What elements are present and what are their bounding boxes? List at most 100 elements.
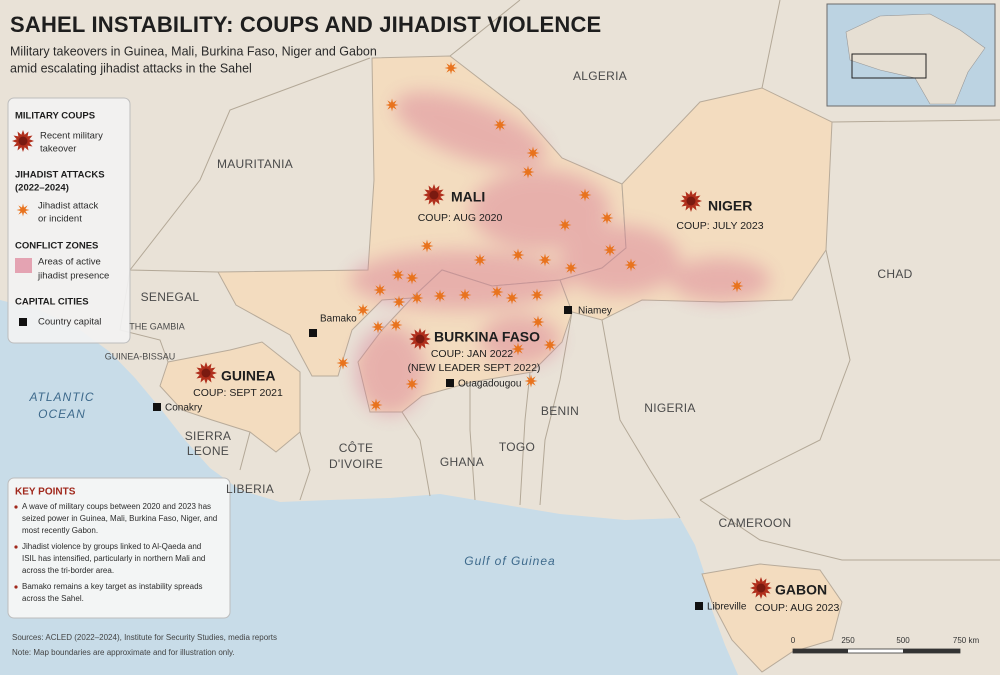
capital-marker (446, 379, 454, 387)
coup-marker-core (756, 583, 766, 593)
scale-bar (792, 648, 961, 654)
attack-marker (538, 253, 552, 267)
subtitle: amid escalating jihadist attacks in the … (10, 61, 252, 75)
conflict-zone (480, 315, 560, 365)
capital-label: Bamako (320, 314, 357, 325)
border (519, 311, 573, 506)
attack-marker (473, 253, 487, 267)
key-point-text: Jihadist violence by groups linked to Al… (22, 542, 201, 551)
attack-marker (369, 398, 383, 412)
scale-bar-segment (793, 649, 848, 653)
coup-date: COUP: JULY 2023 (676, 220, 763, 232)
attack-marker (558, 218, 572, 232)
gabon-shape (701, 563, 843, 673)
key-points-title: KEY POINTS (15, 487, 76, 498)
legend-title: (2022–2024) (15, 183, 69, 194)
country-label: NIGERIA (644, 401, 695, 415)
legend-title: JIHADIST ATTACKS (15, 170, 105, 181)
country-label: CÔTE (339, 440, 374, 455)
capital-marker (153, 403, 161, 411)
scale-label: 750 km (953, 636, 980, 645)
scale-bar-segment (903, 649, 960, 653)
conflict-zone (560, 225, 680, 295)
capital-label: Ouagadougou (458, 379, 521, 390)
bullet (14, 585, 18, 589)
attack-marker (521, 165, 535, 179)
coup-country-name: BURKINA FASO (434, 329, 540, 345)
legend-label: takeover (40, 144, 76, 155)
attack-marker (385, 98, 399, 112)
key-point-text: ISIL has intensified, particularly in no… (22, 554, 205, 563)
subtitle: Military takeovers in Guinea, Mali, Burk… (10, 44, 377, 58)
attack-marker (730, 279, 744, 293)
legend-label: Jihadist attack (38, 201, 98, 212)
attack-marker (356, 303, 370, 317)
capital-marker (564, 306, 572, 314)
country-label: GHANA (440, 455, 484, 469)
scale-label: 500 (896, 636, 910, 645)
key-point-text: most recently Gabon. (22, 526, 98, 535)
attack-marker (493, 118, 507, 132)
attack-marker (511, 248, 525, 262)
attack-marker (543, 338, 557, 352)
attack-marker (405, 271, 419, 285)
legend-title: CONFLICT ZONES (15, 241, 98, 252)
border (239, 431, 311, 501)
legend-label: Country capital (38, 317, 101, 328)
key-point-text: Bamako remains a key target as instabili… (22, 582, 203, 591)
border (699, 499, 1000, 561)
legend-label: Areas of active (38, 257, 101, 268)
coup-country-name: MALI (451, 189, 485, 205)
attack-marker (526, 146, 540, 160)
key-points-box (7, 477, 231, 619)
conflict-zone (470, 170, 610, 250)
attack-marker (624, 258, 638, 272)
coup-marker-core (18, 136, 28, 146)
attack-marker (433, 289, 447, 303)
guinea-shape (159, 341, 301, 453)
title: SAHEL INSTABILITY: COUPS AND JIHADIST VI… (10, 12, 601, 37)
attack-marker (392, 295, 406, 309)
country-label: GUINEA-BISSAU (105, 351, 176, 361)
key-point-text: seized power in Guinea, Mali, Burkina Fa… (22, 514, 217, 523)
country-label: ALGERIA (573, 69, 627, 83)
coup-marker-core (429, 190, 439, 200)
attack-marker (444, 61, 458, 75)
attack-marker (531, 315, 545, 329)
attack-marker (564, 261, 578, 275)
capital-label: Conakry (165, 403, 202, 414)
country-label: TOGO (499, 440, 535, 454)
ocean-label: OCEAN (38, 407, 86, 421)
attack-marker (490, 285, 504, 299)
ocean-label: ATLANTIC (28, 390, 94, 404)
border (699, 249, 851, 501)
attack-marker (389, 318, 403, 332)
attack-marker (420, 239, 434, 253)
capital-marker (309, 329, 317, 337)
attack-marker (371, 320, 385, 334)
key-point-text: A wave of military coups between 2020 an… (22, 502, 211, 511)
attack-marker (405, 377, 419, 391)
capital-label: Libreville (707, 602, 747, 613)
border (401, 382, 476, 501)
legend-label: Recent military (40, 131, 103, 142)
legend-capital-swatch (19, 318, 27, 326)
conflict-zone (670, 258, 770, 302)
country-label: SENEGAL (141, 290, 200, 304)
attack-marker (600, 211, 614, 225)
capital-label: Niamey (578, 306, 612, 317)
attack-marker (505, 291, 519, 305)
legend-zone-swatch (15, 258, 32, 273)
coup-marker-core (201, 368, 211, 378)
country-label: CAMEROON (718, 516, 791, 530)
attack-marker (410, 291, 424, 305)
country-label: SIERRA (185, 429, 231, 443)
note: Note: Map boundaries are approximate and… (12, 648, 235, 657)
coup-marker-core (686, 196, 696, 206)
bullet (14, 505, 18, 509)
country-label: LEONE (187, 444, 229, 458)
attack-marker (373, 283, 387, 297)
scale-label: 0 (791, 636, 796, 645)
coup-country-name: NIGER (708, 198, 752, 214)
